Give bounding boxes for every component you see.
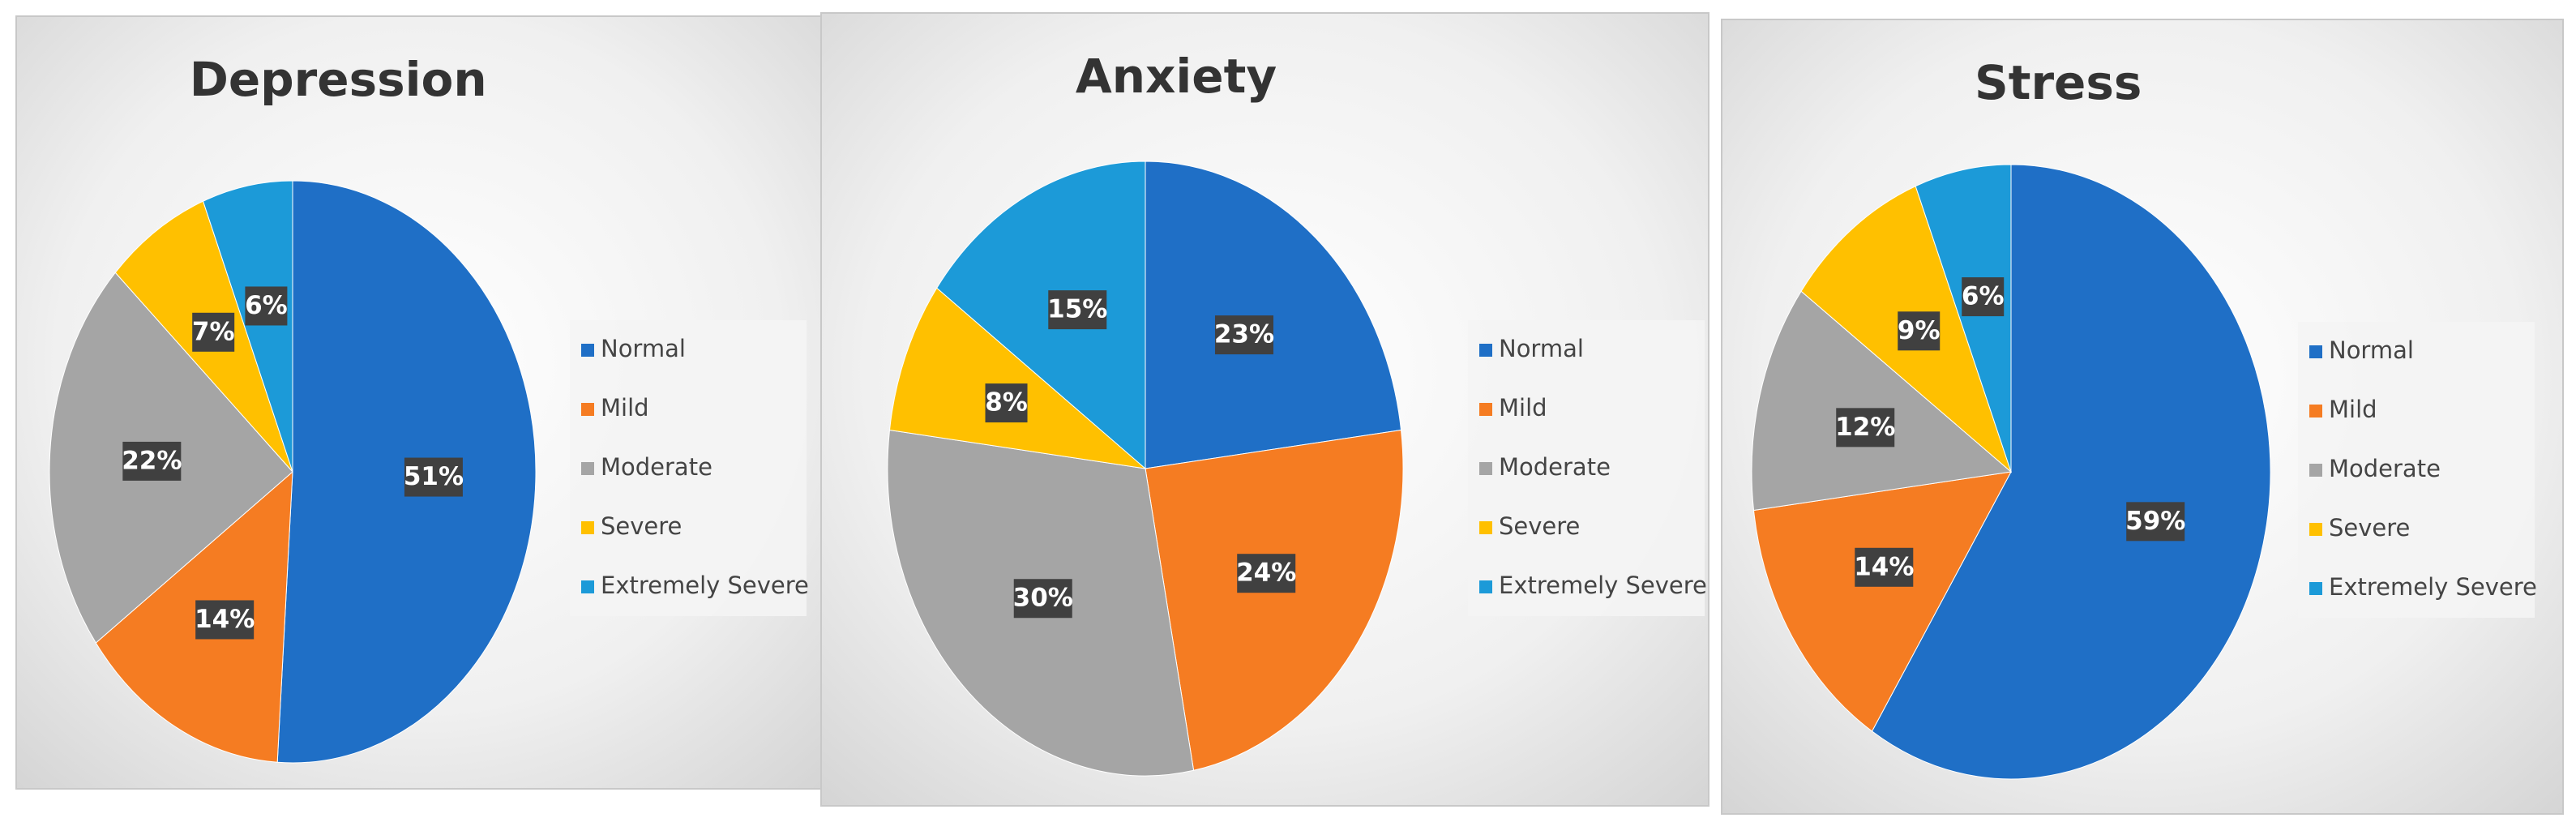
pie-slice: [1871, 164, 2271, 780]
chart: Anxiety 23% 24% 30% 8% 15% Normal Mild Moderate S…: [820, 12, 1709, 807]
legend-label: Extremely Severe: [1499, 572, 1707, 599]
data-label-box: [1898, 311, 1941, 351]
legend-swatch: [2309, 464, 2322, 477]
data-label: 14%: [195, 605, 255, 634]
legend-label: Normal: [601, 335, 686, 362]
data-label-box: [404, 457, 463, 497]
legend-swatch: [2309, 582, 2322, 595]
legend-swatch: [581, 580, 594, 593]
legend-swatch: [1479, 462, 1492, 475]
pie-slice: [936, 161, 1146, 470]
data-label-box: [985, 383, 1028, 423]
data-label: 15%: [1047, 295, 1107, 324]
data-label-box: [1836, 408, 1895, 447]
data-label: 6%: [1962, 282, 2005, 311]
data-label-box: [195, 600, 255, 640]
chart-title: Stress: [1975, 55, 2142, 110]
data-label: 8%: [985, 388, 1028, 418]
legend-swatch: [1479, 580, 1492, 593]
legend-swatch: [1479, 403, 1492, 416]
legend-swatch: [2309, 345, 2322, 358]
data-label-box: [192, 312, 235, 352]
chart-title: Anxiety: [1076, 49, 1277, 104]
chart: Depression 51% 14% 22% 7% 6% Normal Mild Moderat…: [15, 15, 822, 790]
legend-swatch: [2309, 405, 2322, 418]
legend-swatch: [581, 344, 594, 357]
data-label-box: [1214, 315, 1273, 355]
legend-swatch: [1479, 344, 1492, 357]
data-label: 6%: [245, 291, 288, 320]
legend-label: Mild: [2329, 396, 2377, 423]
legend-box: [570, 320, 807, 616]
legend-label: Mild: [601, 394, 649, 422]
chart: Stress 59% 14% 12% 9% 6% Normal Mild Moderate Sev…: [1721, 19, 2564, 815]
data-label: 30%: [1013, 584, 1073, 613]
data-label: 9%: [1898, 316, 1941, 345]
data-label-box: [1962, 277, 2005, 317]
data-label: 51%: [404, 462, 464, 491]
pie-slice: [1915, 164, 2012, 473]
legend-swatch: [1479, 521, 1492, 534]
data-label-box: [2126, 502, 2185, 542]
legend-label: Moderate: [601, 453, 712, 481]
pie-slice: [888, 287, 1147, 469]
data-label-box: [1048, 290, 1107, 330]
data-label: 23%: [1214, 320, 1274, 349]
data-label: 24%: [1236, 559, 1296, 588]
legend-label: Normal: [2329, 336, 2414, 364]
data-label-box: [122, 441, 182, 481]
legend-box: [1468, 320, 1705, 616]
pie-slice: [1145, 429, 1404, 771]
pie-slice: [1145, 161, 1402, 469]
data-label: 22%: [122, 446, 182, 475]
data-label-box: [245, 286, 288, 326]
data-label-box: [1237, 554, 1296, 593]
legend-swatch: [581, 403, 594, 416]
chart-title: Depression: [190, 52, 487, 107]
legend-label: Normal: [1499, 335, 1584, 362]
pie-slice: [95, 470, 293, 763]
data-label-box: [1855, 547, 1914, 587]
data-label: 14%: [1854, 552, 1914, 581]
data-label: 7%: [192, 317, 235, 346]
legend-box: [2298, 322, 2535, 618]
pie-slice: [202, 180, 293, 473]
legend-swatch: [581, 521, 594, 534]
legend-swatch: [581, 462, 594, 475]
legend-swatch: [2309, 523, 2322, 536]
legend-label: Severe: [601, 512, 682, 540]
pie-slice: [1752, 471, 2012, 732]
pie-slice: [1751, 290, 2013, 512]
legend-label: Severe: [1499, 512, 1580, 540]
legend-label: Mild: [1499, 394, 1547, 422]
data-label: 12%: [1835, 413, 1895, 442]
data-label-box: [1013, 579, 1072, 619]
legend-label: Extremely Severe: [601, 572, 809, 599]
data-label: 59%: [2125, 507, 2185, 536]
legend-label: Severe: [2329, 514, 2410, 542]
legend-label: Moderate: [2329, 455, 2441, 482]
legend-label: Extremely Severe: [2329, 573, 2537, 601]
legend-label: Moderate: [1499, 453, 1611, 481]
